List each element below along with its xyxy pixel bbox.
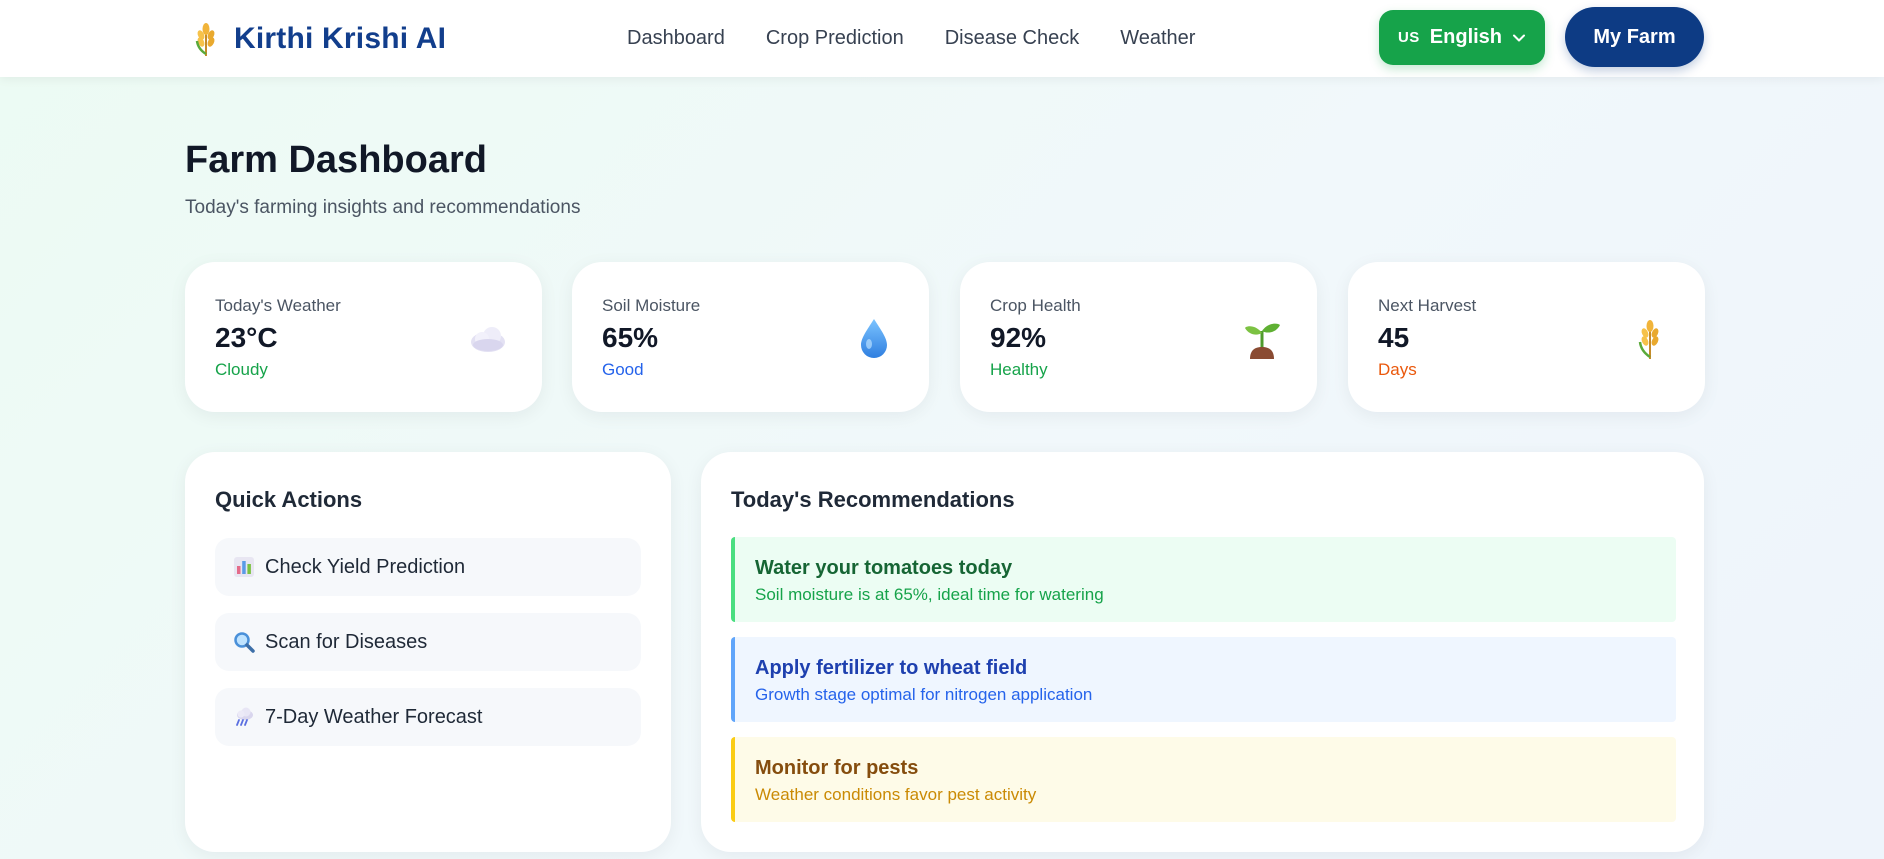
recommendation-desc: Growth stage optimal for nitrogen applic…: [755, 685, 1093, 704]
recommendation-item[interactable]: Apply fertilizer to wheat field Growth s…: [731, 637, 1676, 722]
recommendation-desc: Soil moisture is at 65%, ideal time for …: [755, 585, 1104, 604]
quick-actions-panel: Quick Actions Check Yield Prediction Sca…: [185, 452, 671, 852]
page-title: Farm Dashboard: [185, 139, 487, 181]
page-subtitle: Today's farming insights and recommendat…: [185, 197, 581, 218]
nav-disease-check[interactable]: Disease Check: [944, 27, 1080, 49]
recommendations-title: Today's Recommendations: [731, 487, 1015, 512]
wheat-icon: [195, 23, 215, 56]
stat-card-soil-moisture: Soil Moisture 65% Good: [572, 262, 929, 412]
recommendation-title: Monitor for pests: [755, 757, 919, 779]
stat-value: 23°C: [215, 322, 278, 353]
stat-sub: Days: [1378, 360, 1417, 379]
stat-label: Today's Weather: [215, 296, 341, 315]
my-farm-button[interactable]: My Farm: [1565, 7, 1704, 67]
recommendation-item[interactable]: Monitor for pests Weather conditions fav…: [731, 737, 1676, 822]
stat-sub: Healthy: [990, 360, 1048, 379]
stat-value: 45: [1378, 322, 1410, 353]
stat-value: 65%: [602, 322, 659, 353]
cloud-icon: [471, 327, 505, 352]
quick-actions-title: Quick Actions: [215, 487, 363, 512]
action-label: Scan for Diseases: [265, 630, 428, 653]
nav-weather[interactable]: Weather: [1120, 27, 1196, 49]
weather-forecast-button[interactable]: 7-Day Weather Forecast: [215, 688, 641, 746]
recommendation-title: Water your tomatoes today: [755, 557, 1013, 579]
stat-sub: Good: [602, 360, 644, 379]
top-navbar: Kirthi Krishi AI Dashboard Crop Predicti…: [0, 0, 1884, 77]
stat-sub: Cloudy: [215, 360, 268, 379]
recommendation-desc: Weather conditions favor pest activity: [755, 785, 1037, 804]
stat-card-next-harvest: Next Harvest 45 Days: [1348, 262, 1705, 412]
nav-crop-prediction[interactable]: Crop Prediction: [765, 27, 904, 49]
wheat-icon: [1638, 320, 1659, 359]
brand[interactable]: Kirthi Krishi AI: [192, 20, 446, 58]
recommendation-item[interactable]: Water your tomatoes today Soil moisture …: [731, 537, 1676, 622]
language-selector[interactable]: US English: [1379, 10, 1545, 65]
bar-chart-icon: [234, 557, 254, 577]
magnifier-icon: [234, 632, 255, 653]
language-label: English: [1429, 26, 1503, 48]
check-yield-prediction-button[interactable]: Check Yield Prediction: [215, 538, 641, 596]
us-flag-icon: US: [1397, 29, 1420, 46]
action-label: 7-Day Weather Forecast: [265, 705, 483, 728]
brand-name: Kirthi Krishi AI: [234, 22, 447, 55]
stat-card-crop-health: Crop Health 92% Healthy: [960, 262, 1317, 412]
main-nav: Dashboard Crop Prediction Disease Check …: [627, 24, 1195, 52]
nav-dashboard[interactable]: Dashboard: [627, 27, 725, 49]
seedling-icon: [1245, 323, 1280, 359]
scan-for-diseases-button[interactable]: Scan for Diseases: [215, 613, 641, 671]
recommendations-panel: Today's Recommendations Water your tomat…: [701, 452, 1704, 852]
action-label: Check Yield Prediction: [265, 555, 466, 578]
stat-label: Next Harvest: [1378, 296, 1477, 315]
stat-label: Crop Health: [990, 296, 1081, 315]
stat-card-weather: Today's Weather 23°C Cloudy: [185, 262, 542, 412]
chevron-down-icon: [1513, 34, 1526, 41]
water-drop-icon: [861, 319, 887, 358]
rain-cloud-icon: [236, 707, 253, 726]
recommendation-title: Apply fertilizer to wheat field: [755, 657, 1028, 679]
stat-value: 92%: [990, 322, 1047, 353]
stat-label: Soil Moisture: [602, 296, 701, 315]
